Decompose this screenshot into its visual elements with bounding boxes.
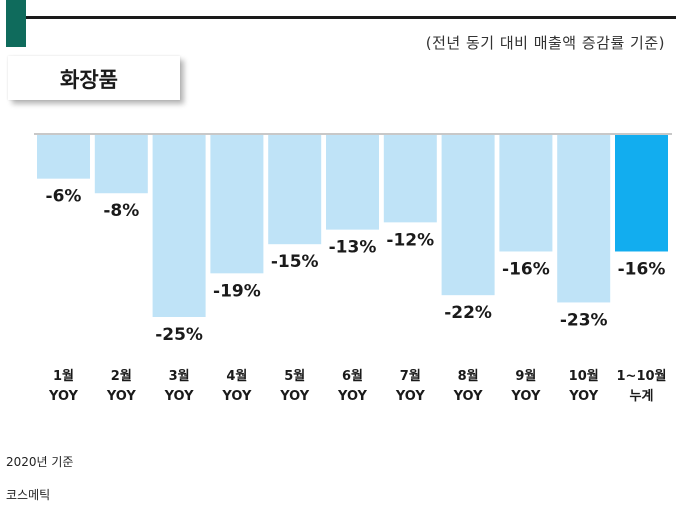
value-label-10: -23% [560, 310, 608, 330]
category-label-10-line-1: 10월 [569, 368, 599, 384]
category-label-5-line-1: 5월 [284, 368, 305, 384]
category-label-3-line-2: YOY [164, 389, 195, 404]
category-label-9-line-2: YOY [510, 389, 541, 404]
category-label-8-line-2: YOY [453, 389, 484, 404]
value-label-2: -8% [103, 201, 139, 221]
value-label-8: -22% [444, 303, 492, 323]
bar-10 [557, 135, 611, 303]
value-label-6: -13% [329, 238, 377, 258]
category-label-7-line-2: YOY [395, 389, 426, 404]
bar-chart: -6% 1월 YOY -8% 2월 YOY -25% 3월 YOY -19% 4월 YOY -15% 5월… [34, 133, 672, 404]
bar-6 [326, 135, 379, 230]
category-label-11-line-1: 1~10월 [617, 368, 667, 384]
category-label-2-line-2: YOY [106, 389, 137, 404]
header-rule [26, 16, 676, 19]
bar-3 [152, 135, 206, 317]
value-label-5: -15% [271, 252, 319, 272]
value-label-4: -19% [213, 281, 261, 301]
bar-4 [210, 135, 264, 274]
category-label-3-line-1: 3월 [169, 368, 190, 384]
bar-9 [499, 135, 553, 252]
category-label-4-line-2: YOY [221, 389, 252, 404]
bar-5 [268, 135, 322, 245]
category-label-10-line-2: YOY [568, 389, 599, 404]
category-label-7-line-1: 7월 [400, 368, 421, 384]
category-label-4-line-1: 4월 [226, 368, 247, 384]
basis-note: 2020년 기준 [6, 455, 74, 469]
chart-title: 화장품 [60, 68, 118, 92]
category-label-5-line-2: YOY [279, 389, 310, 404]
value-label-3: -25% [155, 325, 203, 345]
chart-title-box: 화장품 [8, 56, 180, 100]
value-label-7: -12% [386, 230, 434, 250]
header-accent-tab [6, 0, 26, 47]
value-label-9: -16% [502, 259, 550, 279]
category-label-2-line-1: 2월 [111, 368, 132, 384]
value-label-1: -6% [46, 187, 82, 207]
source-note: 코스메틱 [6, 488, 51, 502]
bar-2 [94, 135, 148, 194]
bar-1 [37, 135, 90, 179]
category-label-11-line-2: 누계 [630, 389, 654, 404]
chart-subtitle: (전년 동기 대비 매출액 증감률 기준) [425, 34, 665, 52]
bar-8 [441, 135, 495, 296]
category-label-9-line-1: 9월 [515, 368, 536, 384]
value-label-11: -16% [618, 259, 666, 279]
bar-7 [383, 135, 437, 223]
category-label-6-line-2: YOY [337, 389, 368, 404]
category-label-6-line-1: 6월 [342, 368, 363, 384]
category-label-1-line-1: 1월 [53, 368, 74, 384]
bar-11 [615, 135, 668, 252]
category-label-8-line-1: 8월 [458, 368, 479, 384]
category-label-1-line-2: YOY [48, 389, 79, 404]
